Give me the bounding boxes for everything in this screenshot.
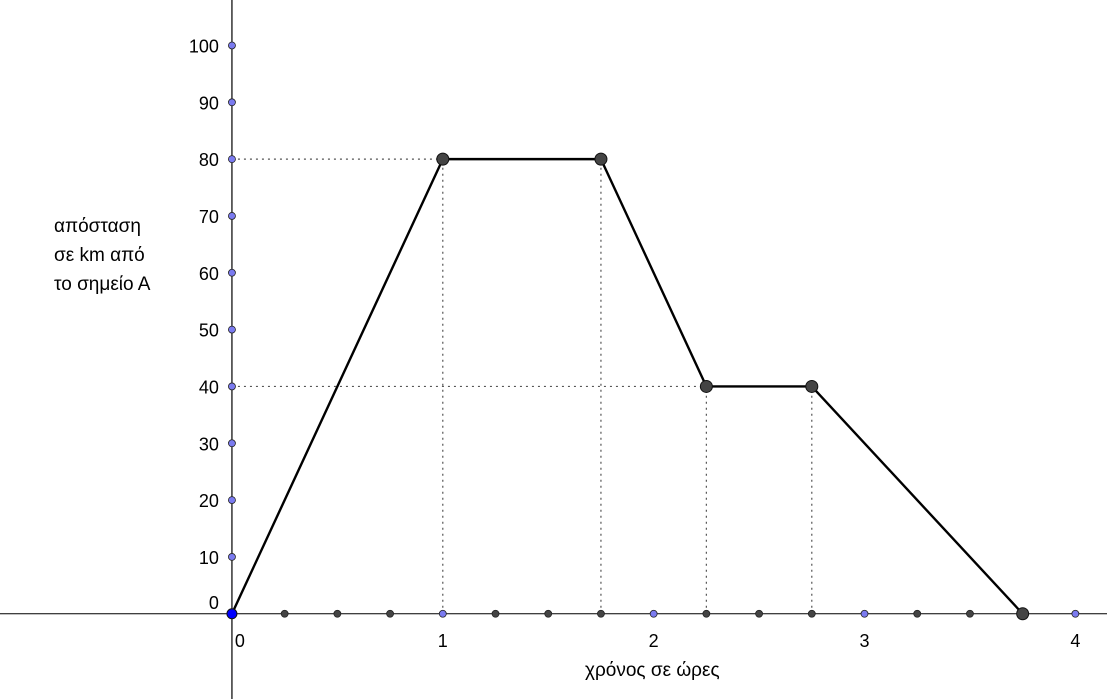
y-axis-point-4: [228, 325, 236, 334]
y-axis-label: απόσταση σε km από το σημείο Α: [54, 212, 184, 299]
x-axis-point-3: [438, 609, 447, 618]
axis-points: [228, 41, 1080, 618]
y-axis-point-2: [228, 439, 236, 448]
y-tick-label-9: 90: [199, 93, 219, 113]
y-axis-point-8: [228, 98, 236, 107]
y-axis-point-6: [228, 212, 236, 220]
y-axis-point-0: [228, 553, 236, 561]
y-axis-label-line-1: απόσταση: [54, 216, 141, 237]
x-axis-point-8: [702, 609, 711, 618]
y-tick-label-5: 50: [199, 321, 219, 341]
x-axis-point-0: [280, 609, 289, 618]
vertex-point-3: [699, 379, 713, 393]
x-tick-label-3: 3: [860, 631, 870, 651]
x-axis-point-13: [966, 609, 974, 618]
vertex-point-2: [594, 152, 608, 166]
y-axis-point-3: [228, 382, 236, 391]
y-tick-label-4: 40: [199, 377, 219, 397]
y-axis-point-1: [228, 496, 236, 504]
vertex-point-4: [805, 379, 819, 393]
x-axis-point-10: [807, 609, 816, 618]
y-tick-label-0: 0: [209, 593, 219, 613]
y-axis-point-7: [228, 155, 236, 164]
y-tick-label-10: 100: [189, 36, 219, 56]
y-tick-label-8: 80: [199, 150, 219, 170]
x-axis-point-1: [333, 609, 342, 618]
x-axis-point-7: [649, 609, 658, 618]
x-tick-label-2: 2: [649, 631, 659, 651]
y-axis-point-5: [228, 268, 236, 277]
y-tick-label-6: 60: [199, 264, 219, 284]
y-tick-label-3: 30: [199, 434, 219, 454]
x-tick-label-1: 1: [438, 631, 448, 651]
y-tick-label-1: 10: [199, 548, 219, 568]
series-line: [230, 157, 1024, 615]
x-axis-point-9: [755, 609, 763, 618]
x-axis-point-15: [1071, 609, 1080, 618]
series-polyline: [230, 157, 1024, 615]
guide-lines: [231, 158, 813, 614]
y-axis-point-9: [228, 41, 236, 50]
y-tick-label-7: 70: [199, 207, 219, 227]
y-axis-label-line-3: το σημείο Α: [54, 274, 151, 295]
x-axis-label: χρόνος σε ώρες: [585, 660, 720, 681]
x-axis-point-4: [491, 609, 500, 618]
x-tick-label-0: 0: [235, 631, 245, 651]
y-axis-label-line-2: σε km από: [54, 245, 145, 266]
vertex-point-0: [226, 608, 238, 620]
x-axis-point-12: [913, 609, 922, 618]
y-tick-label-2: 20: [199, 491, 219, 511]
vertex-points: [226, 152, 1030, 621]
x-axis-point-6: [597, 609, 605, 618]
x-axis-point-11: [860, 609, 869, 618]
x-tick-label-4: 4: [1070, 631, 1080, 651]
x-axis-point-2: [386, 609, 394, 618]
vertex-point-5: [1016, 607, 1030, 621]
x-axis-point-5: [544, 609, 553, 618]
vertex-point-1: [436, 152, 450, 166]
